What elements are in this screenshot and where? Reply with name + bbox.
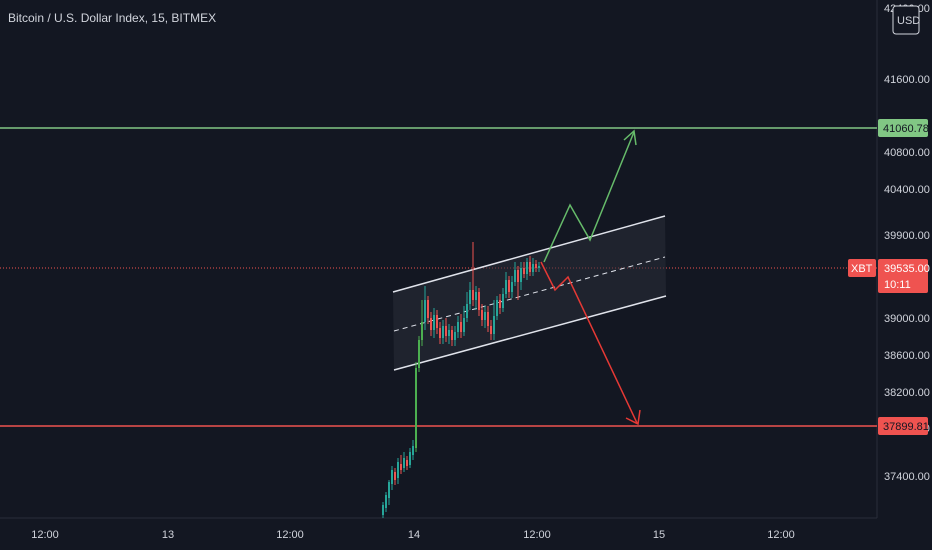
channel-median-line: [393, 256, 666, 332]
candle-body: [454, 332, 456, 340]
bullish-arrow-head: [623, 129, 637, 146]
candle-body: [532, 264, 534, 272]
candle-body: [394, 472, 396, 480]
x-tick-label: 12:00: [523, 529, 551, 541]
countdown-label: 10:11: [884, 279, 911, 291]
bearish-arrow-head: [625, 409, 641, 426]
candle-body: [517, 270, 519, 282]
channel-upper-line[interactable]: [392, 215, 666, 293]
x-tick-label: 14: [408, 529, 420, 541]
y-tick-label: 38600.00: [884, 350, 930, 362]
candle-body: [460, 322, 462, 332]
candle-body: [508, 280, 510, 292]
support-price-tag: 37899.81: [878, 417, 929, 435]
candle-body: [436, 315, 438, 328]
candle-body: [484, 312, 486, 320]
candle-body: [496, 300, 498, 316]
candle-body: [409, 452, 411, 465]
candle-body: [526, 262, 528, 274]
candle-body: [463, 318, 465, 332]
candle-body: [448, 330, 450, 336]
candle-body: [427, 300, 429, 318]
candle-body: [445, 326, 447, 336]
channel-lower-line[interactable]: [393, 295, 667, 371]
bearish-projection-arrow[interactable]: [540, 261, 638, 424]
y-tick-label: 38200.00: [884, 387, 930, 399]
candle-body: [466, 304, 468, 318]
x-tick-label: 15: [653, 529, 665, 541]
candle-body: [412, 446, 414, 455]
candle-body: [385, 495, 387, 508]
y-tick-label: 41600.00: [884, 74, 930, 86]
candle-body: [478, 292, 480, 310]
resistance-price-tag: 41060.78: [878, 119, 929, 137]
candlestick-series: [382, 242, 540, 518]
candle-body: [520, 268, 522, 282]
candle-body: [529, 262, 531, 272]
candle-body: [457, 322, 459, 332]
candle-body: [535, 264, 537, 268]
candle-body: [442, 326, 444, 338]
symbol-label: XBT: [851, 263, 873, 275]
candle-body: [418, 340, 420, 368]
currency-button[interactable]: USD: [892, 5, 920, 35]
candle-body: [490, 326, 492, 334]
candle-body: [505, 280, 507, 294]
candle-body: [472, 290, 474, 300]
candle-body: [502, 294, 504, 308]
candle-body: [421, 322, 423, 340]
candle-body: [451, 330, 453, 340]
y-tick-label: 40400.00: [884, 184, 930, 196]
candle-body: [430, 318, 432, 330]
x-tick-label: 12:00: [767, 529, 795, 541]
candle-body: [400, 464, 402, 470]
x-tick-label: 13: [162, 529, 174, 541]
x-tick-label: 12:00: [276, 529, 304, 541]
bullish-projection-arrow[interactable]: [543, 131, 635, 263]
resistance-price-label: 41060.78: [883, 123, 929, 135]
y-tick-label: 39900.00: [884, 230, 930, 242]
candle-body: [523, 268, 525, 274]
candle-body: [514, 270, 516, 282]
candle-body: [415, 368, 417, 448]
support-price-label: 37899.81: [883, 421, 929, 433]
last-price-tag: XBT 39535.00 10:11: [848, 259, 930, 293]
currency-label: USD: [897, 15, 920, 27]
candle-body: [433, 315, 435, 330]
last-price-label: 39535.00: [884, 263, 930, 275]
candle-body: [388, 482, 390, 498]
candle-body: [487, 312, 489, 326]
chart-title: Bitcoin / U.S. Dollar Index, 15, BITMEX: [8, 11, 216, 25]
symbol-tag: [848, 259, 876, 277]
candle-body: [469, 290, 471, 304]
candle-body: [397, 462, 399, 478]
y-tick-labels: 41600.00 40800.00 40400.00 39900.00 39000.00…: [884, 74, 930, 483]
candle-body: [499, 300, 501, 308]
x-tick-label: 12:00: [31, 529, 59, 541]
candle-body: [538, 266, 540, 268]
y-tick-label: 40800.00: [884, 147, 930, 159]
candle-body: [424, 300, 426, 322]
candle-body: [481, 310, 483, 320]
candle-body: [475, 292, 477, 300]
candle-body: [391, 470, 393, 484]
y-tick-label: 37400.00: [884, 471, 930, 483]
candle-body: [439, 328, 441, 338]
candle-body: [406, 460, 408, 466]
y-tick-label: 39000.00: [884, 313, 930, 325]
candle-body: [382, 505, 384, 515]
candle-body: [511, 282, 513, 292]
x-tick-labels: 12:00 13 12:00 14 12:00 15 12:00: [31, 529, 795, 541]
candle-body: [403, 458, 405, 468]
candle-body: [493, 316, 495, 334]
